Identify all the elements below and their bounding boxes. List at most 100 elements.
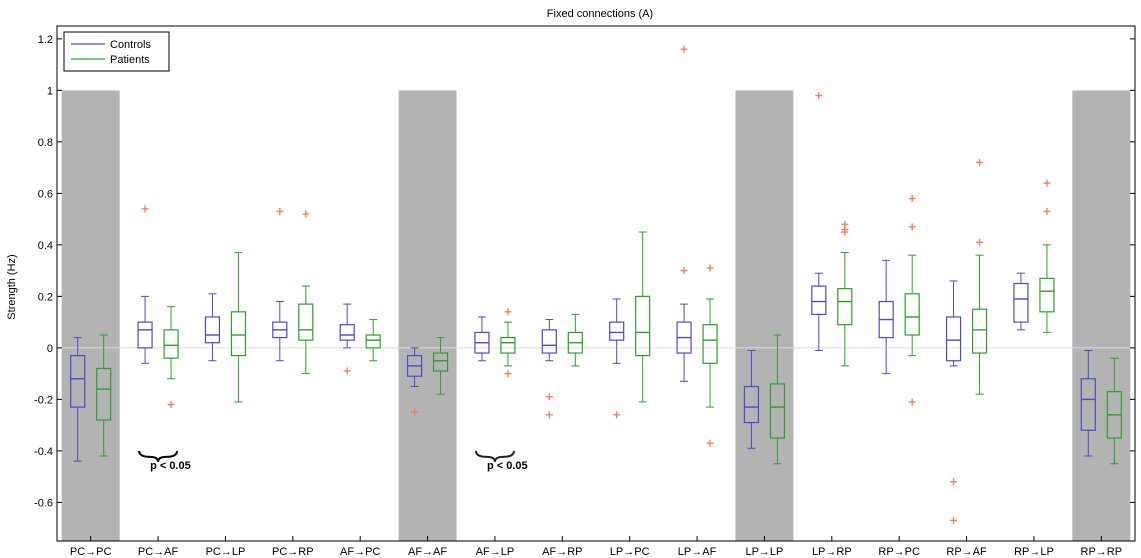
box-controls-0	[70, 337, 86, 462]
box-patients-13	[971, 158, 988, 395]
box-patients-11	[837, 220, 853, 367]
box-controls-11	[811, 92, 827, 351]
box-iqr	[137, 321, 153, 349]
legend: Controls Patients	[63, 31, 170, 72]
box-patients-5	[432, 337, 449, 395]
box-patients-4	[365, 319, 381, 362]
outlier-marker	[276, 207, 284, 215]
box-iqr	[904, 293, 920, 336]
box-iqr	[1080, 378, 1096, 431]
outlier-marker	[976, 238, 984, 246]
box-controls-1	[137, 205, 153, 364]
box-iqr	[432, 352, 449, 372]
box-iqr	[70, 355, 86, 408]
outlier-marker	[680, 267, 688, 275]
significance-label: p < 0.05	[487, 460, 528, 472]
box-controls-8	[609, 298, 625, 419]
legend-box	[63, 31, 170, 72]
box-patients-3	[298, 210, 314, 375]
outlier-marker	[343, 367, 351, 375]
box-controls-5	[406, 347, 423, 416]
y-axis-label: Strength (Hz)	[6, 254, 18, 319]
x-tick-label: LP→AF	[678, 546, 717, 558]
box-controls-15	[1080, 349, 1096, 457]
box-iqr	[811, 285, 827, 316]
box-iqr	[230, 311, 247, 357]
self-connection-band	[61, 90, 120, 541]
outlier-marker	[545, 411, 553, 419]
x-tick-label: AF→AF	[408, 546, 447, 558]
significance-brace	[474, 450, 515, 462]
y-tick-label: -0.6	[34, 497, 53, 509]
outlier-marker	[950, 478, 958, 486]
x-tick-label: RP→LP	[1014, 546, 1054, 558]
box-controls-2	[204, 293, 221, 362]
box-controls-7	[541, 319, 557, 419]
x-tick-label: LP→LP	[745, 546, 783, 558]
box-controls-6	[474, 316, 490, 362]
outlier-marker	[908, 398, 916, 406]
box-iqr	[769, 383, 786, 439]
box-patients-2	[230, 252, 247, 403]
box-patients-1	[163, 306, 179, 409]
box-iqr	[837, 288, 853, 326]
outlier-marker	[908, 195, 916, 203]
significance-label: p < 0.05	[150, 460, 191, 472]
y-tick-label: 1.2	[38, 34, 53, 46]
legend-label-controls: Controls	[110, 39, 151, 51]
self-connection-band	[1072, 90, 1131, 541]
box-controls-10	[743, 349, 760, 449]
box-iqr	[1013, 282, 1029, 323]
chart-title: Fixed connections (A)	[547, 8, 653, 20]
box-iqr	[96, 367, 112, 421]
box-iqr	[635, 295, 651, 357]
y-tick-label: -0.2	[34, 394, 53, 406]
outlier-marker	[504, 308, 512, 316]
outlier-marker	[950, 516, 958, 524]
outlier-marker	[706, 264, 714, 272]
x-tick-label: PC→AF	[138, 546, 179, 558]
box-patients-7	[567, 313, 583, 367]
box-controls-14	[1013, 272, 1029, 331]
x-tick-label: RP→PC	[878, 546, 920, 558]
self-connection-band	[398, 90, 457, 541]
outlier-marker	[504, 370, 512, 378]
x-tick-label: AF→RP	[542, 546, 582, 558]
outlier-marker	[841, 228, 849, 236]
y-tick-label: -0.4	[34, 446, 53, 458]
self-connection-band	[735, 90, 794, 541]
box-iqr	[609, 321, 625, 341]
x-tick-label: LP→PC	[610, 546, 650, 558]
box-patients-8	[635, 231, 651, 403]
box-controls-9	[676, 45, 692, 382]
box-iqr	[204, 316, 221, 344]
box-patients-15	[1106, 357, 1122, 465]
box-controls-13	[945, 280, 962, 524]
x-tick-label: LP→RP	[812, 546, 852, 558]
box-iqr	[743, 385, 760, 424]
box-iqr	[1039, 277, 1055, 313]
x-tick-label: PC→LP	[206, 546, 246, 558]
outlier-marker	[976, 158, 984, 166]
box-controls-3	[272, 207, 288, 362]
box-patients-12	[904, 195, 920, 406]
box-iqr	[339, 324, 355, 341]
outlier-marker	[545, 393, 553, 401]
legend-label-patients: Patients	[110, 54, 150, 66]
box-iqr	[298, 303, 314, 341]
plot-frame	[56, 25, 1136, 542]
box-patients-10	[769, 334, 786, 465]
box-iqr	[500, 336, 516, 354]
outlier-marker	[167, 401, 175, 409]
x-tick-label: RP→RP	[1081, 546, 1123, 558]
box-patients-0	[96, 334, 112, 457]
box-patients-9	[702, 264, 718, 447]
x-tick-label: PC→RP	[272, 546, 314, 558]
x-tick-label: AF→PC	[340, 546, 380, 558]
outlier-marker	[815, 92, 823, 100]
x-tick-label: RP→AF	[946, 546, 987, 558]
significance-brace	[138, 450, 179, 462]
y-tick-label: 0.4	[38, 240, 53, 252]
box-iqr	[365, 334, 381, 349]
